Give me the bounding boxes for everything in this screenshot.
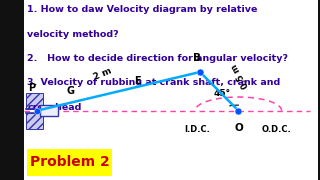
Text: Problem 2: Problem 2: [30, 156, 110, 169]
Text: velocity method?: velocity method?: [27, 30, 119, 39]
Text: I.D.C.: I.D.C.: [184, 125, 210, 134]
Bar: [26, 112, 43, 129]
Text: 45°: 45°: [214, 89, 231, 98]
Text: 2 m: 2 m: [92, 66, 113, 82]
Text: 3. Velocity of rubbing at crank shaft, crank and: 3. Velocity of rubbing at crank shaft, c…: [27, 78, 280, 87]
Text: 0.5 m: 0.5 m: [230, 62, 251, 90]
Text: O.D.C.: O.D.C.: [262, 125, 292, 134]
Text: P: P: [28, 83, 36, 93]
Bar: [40, 105, 58, 116]
Text: O: O: [234, 123, 243, 133]
Text: B: B: [193, 53, 201, 63]
Text: 2.   How to decide direction for angular velocity?: 2. How to decide direction for angular v…: [27, 54, 288, 63]
Text: crosshead: crosshead: [27, 103, 82, 112]
Text: G: G: [67, 86, 75, 96]
Text: 1. How to daw Velocity diagram by relative: 1. How to daw Velocity diagram by relati…: [27, 5, 258, 14]
Bar: [26, 93, 43, 109]
Text: E: E: [134, 76, 141, 86]
Bar: [27, 148, 112, 176]
